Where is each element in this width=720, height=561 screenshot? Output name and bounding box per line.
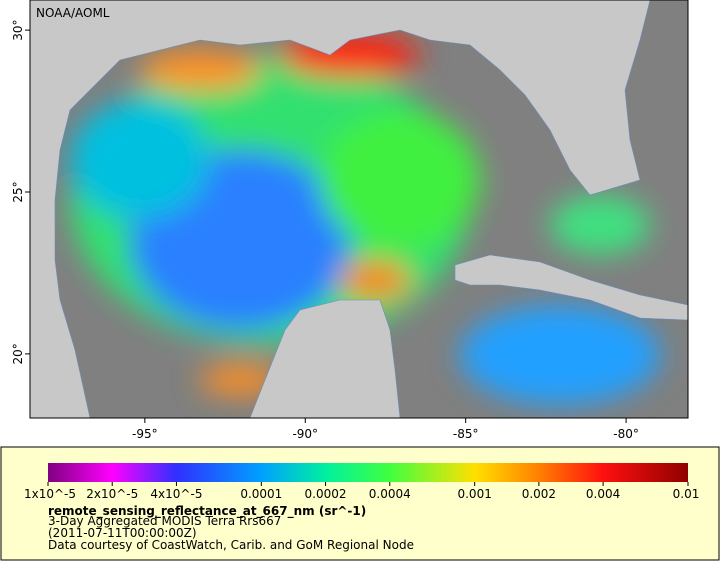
map [30, 0, 688, 418]
colorbar-tick-label: 0.002 [522, 487, 556, 501]
colorbar-tick-label: 0.001 [457, 487, 491, 501]
colorbar-tick-label: 0.004 [586, 487, 620, 501]
patch [550, 195, 650, 255]
colorbar-tick-label: 4x10^-5 [150, 487, 202, 501]
colorbar-axis: 1x10^-5 2x10^-5 4x10^-5 0.0001 0.0002 0.0004 0… [24, 482, 699, 501]
colorbar-tick-label: 0.0004 [369, 487, 411, 501]
colorbar [48, 463, 688, 482]
land [30, 0, 688, 418]
legend-line: (2011-07-11T00:00:00Z) [48, 526, 197, 540]
x-tick-label: -80° [613, 427, 639, 441]
reflectance-raster [70, 33, 660, 405]
x-tick-label: -90° [292, 427, 318, 441]
colorbar-tick-label: 2x10^-5 [86, 487, 138, 501]
axes: -95° -90° -85° -80° 20° 25° 30° [11, 19, 639, 441]
patch [340, 262, 410, 298]
patch [460, 305, 660, 405]
colorbar-tick-label: 0.01 [673, 487, 700, 501]
patch [70, 100, 210, 220]
colorbar-tick-label: 1x10^-5 [24, 487, 76, 501]
legend-line: Data courtesy of CoastWatch, Carib. and … [48, 538, 414, 552]
map-frame [29, 0, 689, 419]
patch [320, 110, 480, 250]
north-america [30, 0, 651, 418]
y-tick-label: 25° [11, 181, 25, 202]
yucatan [249, 299, 401, 418]
variable-name: remote_sensing_reflectance_at_667_nm (sr… [48, 504, 366, 519]
legend-line: 3-Day Aggregated MODIS Terra Rrs667 [48, 514, 281, 528]
y-tick-label: 30° [11, 19, 25, 40]
x-tick-label: -85° [453, 427, 479, 441]
cuba [454, 254, 688, 321]
patch [140, 50, 260, 90]
patch [200, 365, 280, 395]
x-tick-label: -95° [132, 427, 158, 441]
credit: NOAA/AOML [36, 6, 110, 20]
colorbar-tick-label: 0.0002 [305, 487, 347, 501]
colorbar-tick-label: 0.0001 [240, 487, 282, 501]
y-tick-label: 20° [11, 343, 25, 364]
